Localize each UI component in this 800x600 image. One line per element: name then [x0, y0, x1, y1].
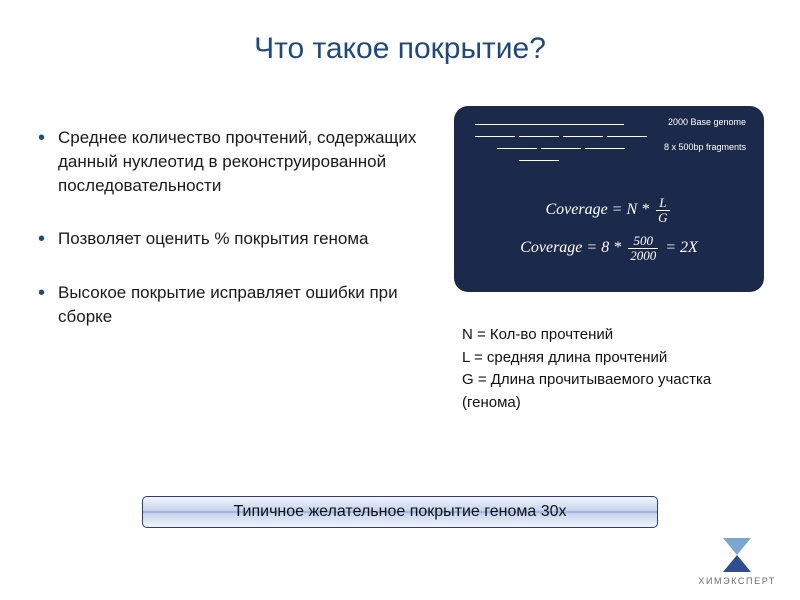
- fragment-line: [475, 136, 515, 137]
- frac-num: L: [656, 196, 669, 211]
- formulas: Coverage = N * L G Coverage = 8 * 500: [472, 196, 746, 263]
- bullet-list: Среднее количество прочтений, содержащих…: [36, 106, 426, 414]
- legend-l: L = средняя длина прочтений: [462, 347, 764, 370]
- formula-eq: =: [586, 239, 597, 256]
- fragment-line: [585, 148, 625, 149]
- legend-n: N = Кол-во прочтений: [462, 324, 764, 347]
- banner: Типичное желательное покрытие генома 30x: [142, 496, 658, 528]
- formula-n: N: [626, 201, 637, 218]
- formula-box: 2000 Base genome 8 x 500bp fragments Cov…: [454, 106, 764, 292]
- content-area: Среднее количество прочтений, содержащих…: [0, 66, 800, 414]
- formula-line-1: Coverage = N * L G: [472, 196, 746, 224]
- reference-label: 2000 Base genome: [668, 117, 746, 127]
- fragments-label: 8 x 500bp fragments: [664, 142, 746, 152]
- formula-fraction: L G: [656, 196, 669, 224]
- fragment-line: [497, 148, 537, 149]
- banner-container: Типичное желательное покрытие генома 30x: [0, 496, 800, 528]
- fragment-line: [519, 160, 559, 161]
- frac-den: 2000: [628, 249, 658, 263]
- formula-lhs: Coverage: [520, 239, 582, 256]
- frac-den: G: [656, 211, 669, 225]
- bullet-item: Высокое покрытие исправляет ошибки при с…: [36, 281, 426, 329]
- formula-star: *: [641, 201, 649, 218]
- reference-line: [475, 124, 624, 125]
- formula-fraction: 500 2000: [628, 234, 658, 262]
- fragment-line: [519, 136, 559, 137]
- bullet-item: Позволяет оценить % покрытия генома: [36, 227, 426, 251]
- hourglass-icon: [717, 536, 757, 574]
- formula-result: 2X: [680, 239, 698, 256]
- formula-star: *: [613, 239, 621, 256]
- fragment-line: [607, 136, 647, 137]
- formula-n: 8: [601, 239, 609, 256]
- page-title: Что такое покрытие?: [0, 0, 800, 66]
- reads-diagram: 2000 Base genome 8 x 500bp fragments: [472, 120, 746, 188]
- brand-text: ХИМЭКСПЕРТ: [698, 576, 776, 586]
- formula-line-2: Coverage = 8 * 500 2000 = 2X: [472, 234, 746, 262]
- fragment-line: [563, 136, 603, 137]
- formula-lhs: Coverage: [545, 201, 607, 218]
- frac-num: 500: [628, 234, 658, 249]
- bullet-item: Среднее количество прочтений, содержащих…: [36, 126, 426, 197]
- formula-eq2: =: [665, 239, 676, 256]
- legend-g: G = Длина прочитываемого участка (генома…: [462, 369, 764, 414]
- brand-logo: ХИМЭКСПЕРТ: [698, 536, 776, 586]
- formula-eq: =: [612, 201, 623, 218]
- right-column: 2000 Base genome 8 x 500bp fragments Cov…: [454, 106, 764, 414]
- legend: N = Кол-во прочтений L = средняя длина п…: [454, 324, 764, 414]
- fragment-line: [541, 148, 581, 149]
